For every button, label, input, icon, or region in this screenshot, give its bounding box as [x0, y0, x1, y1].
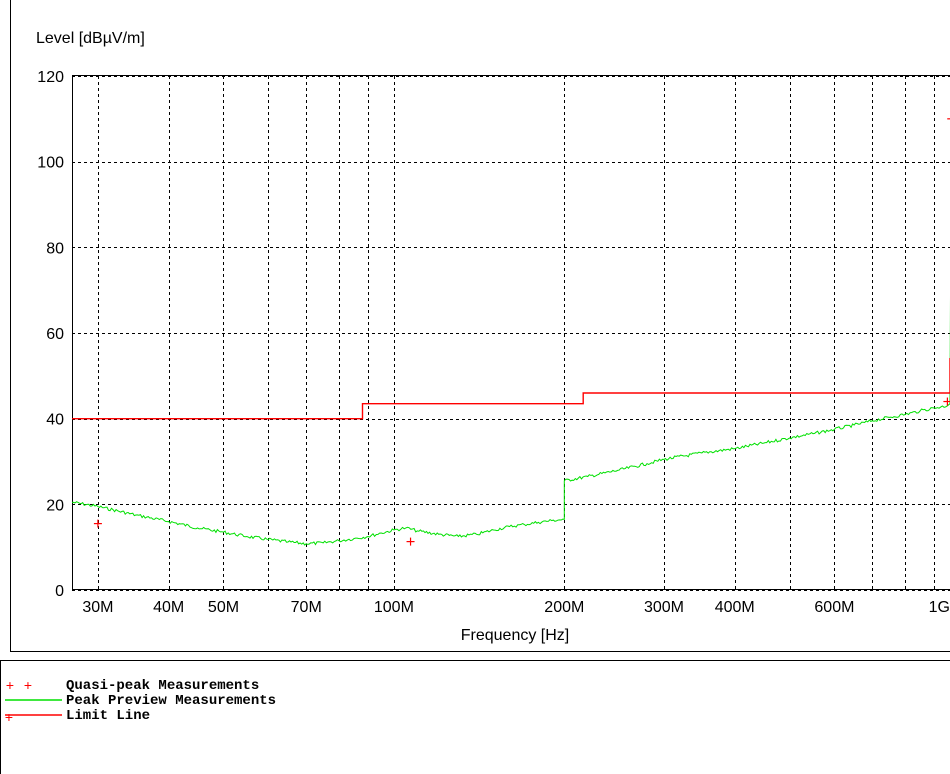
x-tick-label: 200M: [544, 599, 584, 616]
limit-line: [72, 358, 950, 420]
y-tick-label: 120: [37, 69, 64, 86]
x-tick-label: 400M: [715, 599, 755, 616]
grid: [72, 76, 950, 591]
legend-label-peak: Peak Preview Measurements: [66, 693, 276, 709]
plot-area: [72, 75, 950, 590]
legend-marker-quasi: +: [6, 679, 14, 695]
x-tick-label: 30M: [82, 599, 113, 616]
x-tick-labels: 30M 40M 50M 70M 100M 200M 300M 400M 600M 1G: [82, 599, 950, 616]
x-tick-label: 50M: [208, 599, 239, 616]
y-tick-label: 100: [37, 155, 64, 172]
x-tick-label: 1G: [929, 599, 950, 616]
plot-frame: [72, 75, 950, 590]
quasi-peak-point: [406, 537, 415, 546]
x-tick-label: 300M: [644, 599, 684, 616]
legend-label-quasi: Quasi-peak Measurements: [66, 678, 259, 694]
y-tick-label: 20: [46, 497, 64, 514]
y-axis-label: Level [dBµV/m]: [36, 30, 145, 47]
legend: +: [5, 711, 13, 727]
x-tick-label: 600M: [814, 599, 854, 616]
quasi-peak-point: [943, 397, 950, 406]
x-tick-label: 70M: [291, 599, 322, 616]
legend-item-quasi: +: [5, 711, 13, 727]
y-tick-label: 60: [46, 326, 64, 343]
quasi-peak-point: [93, 519, 102, 528]
y-tick-labels: 0 20 40 60 80 100 120: [37, 69, 64, 600]
peak-preview-line: [71, 295, 950, 546]
quasi-peak-point: [947, 118, 950, 120]
legend-quasi-marker-1: +: [5, 711, 13, 727]
x-tick-label: 100M: [374, 599, 414, 616]
x-tick-label: 40M: [153, 599, 184, 616]
legend-marker-quasi: +: [24, 679, 32, 695]
y-tick-label: 0: [55, 583, 64, 600]
x-axis-label: Frequency [Hz]: [461, 627, 569, 644]
y-tick-label: 40: [46, 412, 64, 429]
y-tick-label: 80: [46, 240, 64, 257]
legend-label-limit: Limit Line: [66, 708, 150, 724]
series: [71, 118, 950, 546]
